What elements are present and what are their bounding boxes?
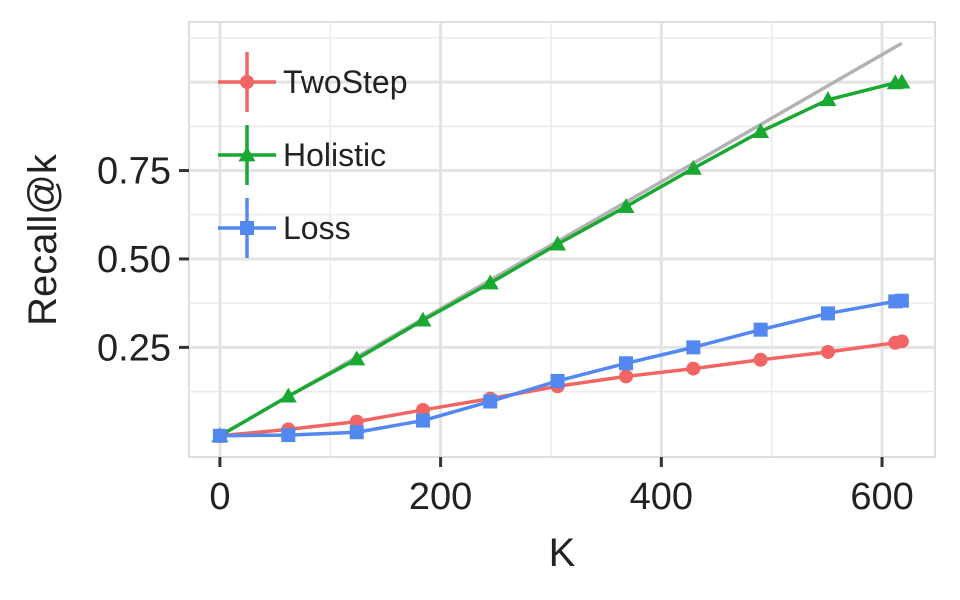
legend-marker-loss (240, 221, 254, 235)
data-point-loss (349, 425, 364, 440)
y-axis-title: Recall@k (21, 153, 65, 326)
data-point-holistic (348, 350, 366, 366)
legend: TwoStep Holistic Loss (218, 52, 408, 258)
data-point-holistic (819, 91, 837, 107)
data-point-loss (212, 428, 227, 443)
x-tick-label: 0 (209, 476, 230, 518)
data-point-holistic (684, 159, 702, 175)
series-line-twostep (219, 339, 903, 438)
data-point-twostep (349, 414, 364, 429)
data-point-loss (483, 394, 498, 409)
y-tick-label: 0.25 (97, 327, 171, 369)
legend-item-loss: Loss (218, 198, 351, 258)
data-point-twostep (415, 402, 430, 417)
data-point-twostep (686, 361, 701, 376)
data-point-holistic (549, 235, 567, 251)
data-point-twostep (619, 369, 634, 384)
data-point-twostep (894, 334, 909, 349)
data-point-loss (281, 428, 296, 443)
legend-label-holistic: Holistic (283, 137, 386, 173)
data-point-holistic (752, 123, 770, 139)
legend-item-holistic: Holistic (218, 125, 386, 185)
data-point-holistic (279, 387, 297, 403)
data-point-loss (550, 373, 565, 388)
x-tick-label: 600 (850, 476, 913, 518)
legend-label-loss: Loss (283, 210, 351, 246)
data-point-loss (619, 356, 634, 371)
data-point-holistic (893, 73, 911, 89)
data-point-twostep (753, 352, 768, 367)
x-axis-title: K (549, 531, 576, 575)
y-tick-label: 0.75 (97, 151, 171, 193)
legend-item-twostep: TwoStep (218, 52, 408, 112)
data-point-holistic (481, 274, 499, 290)
data-point-holistic (414, 311, 432, 327)
data-point-loss (753, 322, 768, 337)
data-point-twostep (820, 344, 835, 359)
x-tick-label: 400 (630, 476, 693, 518)
series-line-holistic (219, 80, 903, 438)
series-line-loss (219, 298, 903, 438)
axis-layer: 0 200 400 600 0.25 0.50 0.75 (97, 151, 914, 518)
data-point-holistic (617, 198, 635, 213)
legend-marker-holistic (238, 146, 256, 162)
y-tick-label: 0.50 (97, 239, 171, 281)
data-point-loss (415, 413, 430, 428)
series-twostep (212, 334, 909, 443)
grid-lines (189, 22, 935, 457)
data-point-loss (894, 293, 909, 308)
legend-marker-twostep (240, 75, 254, 89)
legend-label-twostep: TwoStep (283, 64, 408, 100)
data-point-loss (686, 340, 701, 355)
x-tick-label: 200 (409, 476, 472, 518)
data-point-loss (820, 306, 835, 321)
series-loss (212, 293, 909, 443)
series-layer (211, 73, 911, 443)
